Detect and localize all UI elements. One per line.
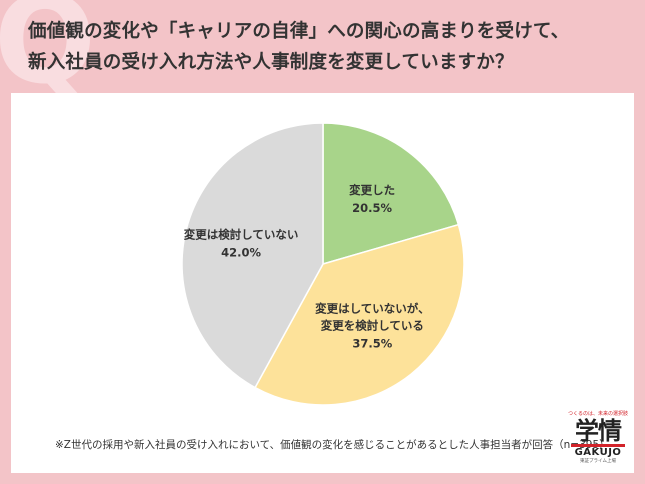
slice-value-1: 20.5% xyxy=(352,201,392,215)
title-line-2: 新入社員の受け入れ方法や人事制度を変更していますか？ xyxy=(28,52,514,73)
pie-slice-2 xyxy=(254,223,465,406)
slice-value-3: 42.0% xyxy=(221,245,261,259)
logo-bar xyxy=(571,444,625,447)
logo-sub: 東証プライム上場 xyxy=(580,459,616,464)
pie-chart: 変更した 20.5% 変更はしていないが、変更を検討している 37.5% 変更は検討して… xyxy=(181,122,465,406)
logo-kanji: 学情 xyxy=(575,417,622,445)
slice-label-group-3: 変更は検討していない 42.0% xyxy=(184,227,299,259)
pie-slice-3 xyxy=(181,122,324,389)
slice-label-group-2: 変更はしていないが、変更を検討している 37.5% xyxy=(315,302,429,351)
pie-slice-1 xyxy=(322,122,460,265)
slice-label-2-line-1: 変更はしていないが、 xyxy=(315,302,429,316)
logo-roman: GAKUJO xyxy=(574,447,622,458)
slice-value-2: 37.5% xyxy=(352,337,392,351)
title-line-1: 価値観の変化や「キャリアの自律」への関心の高まりを受けて、 xyxy=(28,21,570,42)
slice-label-2-line-2: 変更を検討している xyxy=(321,319,424,333)
slice-label-1-line-1: 変更した xyxy=(349,183,395,197)
slice-label-3-line-1: 変更は検討していない xyxy=(184,227,299,241)
slice-label-group-1: 変更した 20.5% xyxy=(349,183,395,215)
chart-panel: 変更した 20.5% 変更はしていないが、 変更を検討している 37.5% 変更は検討して… xyxy=(11,93,634,473)
logo-tagline: つくるのは、未来の選択肢 xyxy=(568,411,628,417)
question-title: 価値観の変化や「キャリアの自律」への関心の高まりを受けて、 新入社員の受け入れ方… xyxy=(28,16,628,78)
footnote: ※Z世代の採用や新入社員の受け入れにおいて、価値観の変化を感じることがあるとした… xyxy=(55,439,610,451)
gakujo-logo: つくるのは、未来の選択肢 学情 GAKUJO 東証プライム上場 xyxy=(567,411,629,467)
decorative-q-mark: Q xyxy=(0,0,97,111)
